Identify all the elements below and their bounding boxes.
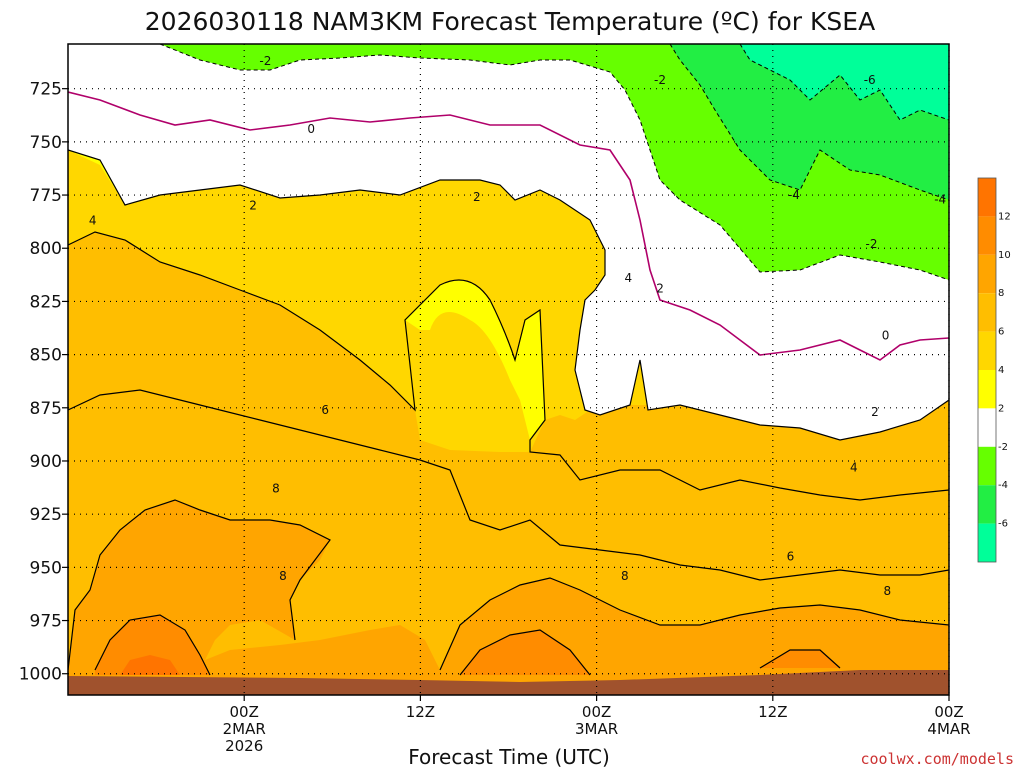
contour-0-line: [68, 91, 949, 361]
contour-label: 4: [89, 214, 97, 228]
contour-label: 8: [279, 569, 287, 583]
y-tick-label: 775: [30, 186, 62, 206]
contour-label: -2: [865, 237, 877, 251]
temperature-fill-regions: [68, 44, 949, 695]
y-tick-label: 725: [30, 80, 62, 100]
contour-4-upper: [68, 231, 949, 501]
x-tick-label: 3MAR: [575, 720, 618, 738]
contour-label: -4: [934, 192, 946, 206]
colorbar-swatch: [978, 446, 996, 486]
y-tick-label: 900: [30, 452, 62, 472]
x-axis-label: Forecast Time (UTC): [408, 745, 610, 768]
contour-label: 0: [307, 122, 315, 136]
y-tick-label: 925: [30, 505, 62, 525]
contour-label: 4: [850, 460, 858, 474]
colorbar-tick-label: 6: [998, 327, 1004, 338]
contour-2: [68, 149, 949, 441]
y-tick-label: 750: [30, 133, 62, 153]
colorbar-swatch: [978, 216, 996, 255]
colorbar-swatch: [978, 485, 996, 524]
colorbar-tick-label: 12: [998, 211, 1011, 222]
contour-label: 6: [787, 550, 795, 564]
x-tick-label: 12Z: [758, 703, 787, 721]
contour-label: 8: [272, 482, 280, 496]
colorbar-tick-label: 4: [998, 365, 1004, 376]
contour-lines: [68, 149, 949, 676]
colorbar-tick-label: -4: [998, 480, 1008, 491]
contour-minus4: [669, 44, 949, 201]
contour-label: 4: [624, 271, 632, 285]
colorbar-swatch: [978, 370, 996, 409]
contour-label: 0: [882, 328, 890, 342]
color-scale-bar: 12 10 8 6 4 2 -2 -4 -6: [977, 177, 1011, 563]
colorbar-swatch: [978, 254, 996, 294]
contour-label: 2: [656, 282, 664, 296]
colorbar-tick-label: -6: [998, 519, 1008, 530]
colorbar-tick-label: 10: [998, 250, 1011, 261]
contour-label: 6: [321, 403, 329, 417]
plot-frame: [67, 43, 950, 696]
y-tick-label: 825: [30, 292, 62, 312]
chart-title: 2026030118 NAM3KM Forecast Temperature (…: [145, 7, 875, 36]
contour-label: -2: [259, 54, 271, 68]
colorbar-swatch: [978, 293, 996, 332]
x-tick-label: 12Z: [406, 703, 435, 721]
colorbar-tick-label: 2: [998, 403, 1004, 414]
y-tick-label: 800: [30, 239, 62, 259]
contour-0: [68, 91, 949, 361]
colorbar-swatch: [978, 408, 996, 447]
colorbar-swatch: [978, 331, 996, 370]
contour-labels: -2 -2 -6 0 -4 -4 2 2 4 -2 4 2 0 6 2 4 8 6 8 8 8: [89, 54, 946, 598]
contour-label: -6: [864, 73, 876, 87]
contour-label: 8: [884, 584, 892, 598]
x-tick-label: 00Z: [230, 703, 259, 721]
fill-band-minus8-to-minus6: [740, 44, 949, 120]
y-tick-label: 1000: [19, 665, 62, 685]
contour-label: -2: [654, 73, 666, 87]
credit-text: coolwx.com/models: [860, 750, 1014, 768]
contour-label: 2: [473, 190, 481, 204]
negative-contour-lines: [159, 44, 949, 281]
y-tick-label: 950: [30, 558, 62, 578]
y-tick-label: 975: [30, 612, 62, 632]
fill-band-12-to-14: [120, 655, 180, 675]
contour-label: 2: [249, 199, 257, 213]
contour-label: 2: [871, 405, 879, 419]
contour-8: [68, 499, 949, 671]
x-tick-label: 00Z: [582, 703, 611, 721]
x-tick-label: 00Z: [934, 703, 963, 721]
contour-label: -4: [788, 188, 800, 202]
colorbar-swatch: [978, 523, 996, 562]
x-tick-label: 2MAR: [223, 720, 266, 738]
contour-label: 8: [621, 569, 629, 583]
x-tick-label: 2026: [225, 737, 263, 755]
fill-band-8-to-10: [68, 500, 949, 695]
x-tick-label: 4MAR: [927, 720, 970, 738]
y-tick-label: 850: [30, 346, 62, 366]
y-axis: 725 750 775 800 825 850 875 900 925 950 975 1000: [19, 80, 68, 685]
colorbar-tick-label: -2: [998, 442, 1008, 453]
y-tick-label: 875: [30, 399, 62, 419]
contour-minus2: [159, 44, 949, 281]
contour-6: [68, 389, 949, 581]
colorbar-tick-label: 8: [998, 288, 1004, 299]
surface-below-ground: [68, 670, 949, 695]
colorbar-swatch: [978, 178, 996, 217]
contour-10: [94, 614, 841, 676]
colorbar-frame: [977, 177, 997, 563]
